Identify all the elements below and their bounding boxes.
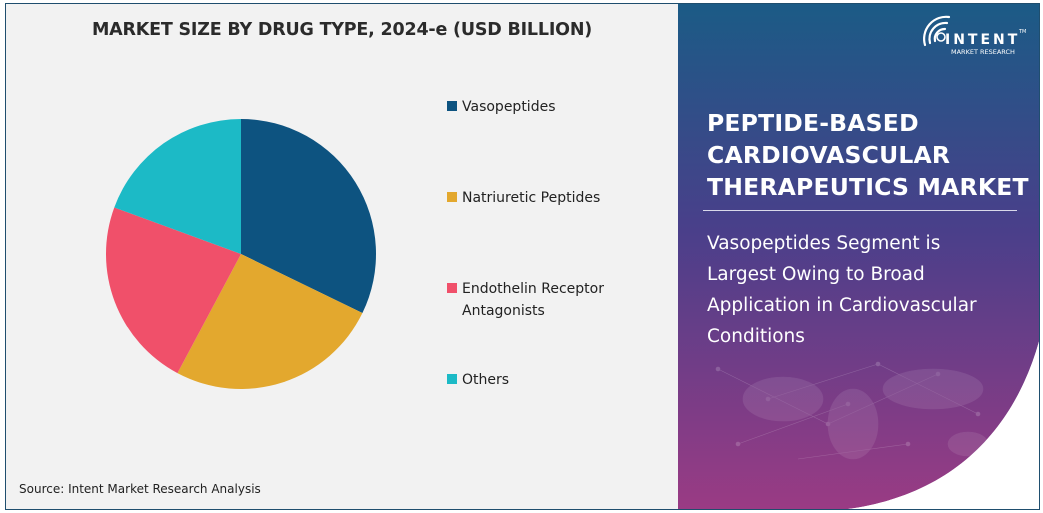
legend-swatch (447, 192, 457, 202)
legend-label-line1: Endothelin Receptor (462, 281, 604, 297)
legend-swatch (447, 283, 457, 293)
chart-panel: MARKET SIZE BY DRUG TYPE, 2024-e (USD BI… (6, 4, 678, 509)
insight-line: Vasopeptides Segment is (707, 233, 941, 254)
legend-item-natriuretic-peptides: Natriuretic Peptides (447, 187, 647, 209)
legend-label: Natriuretic Peptides (462, 190, 601, 206)
chart-title: MARKET SIZE BY DRUG TYPE, 2024-e (USD BI… (91, 20, 593, 40)
pie-slice-vasopeptides (241, 119, 376, 314)
legend-swatch (447, 101, 457, 111)
legend-label: Endothelin Receptor Antagonists (462, 278, 604, 322)
infographic-frame: MARKET SIZE BY DRUG TYPE, 2024-e (USD BI… (5, 3, 1040, 510)
legend-item-others: Others (447, 369, 647, 391)
pie-slice-others (114, 119, 241, 254)
insight-line: Application in Cardiovascular (707, 295, 977, 316)
logo-subtext: MARKET RESEARCH (951, 48, 1015, 56)
legend-label: Vasopeptides (462, 99, 556, 115)
insight-line: Largest Owing to Broad (707, 264, 925, 285)
wifi-signal-logo-icon: INTENT TM MARKET RESEARCH (923, 15, 1026, 56)
summary-panel (678, 4, 1039, 509)
pie-slice-endothelin-receptor-antagonists (106, 207, 242, 374)
legend-label: Others (462, 372, 510, 388)
market-headline: PEPTIDE-BASED CARDIOVASCULAR THERAPEUTIC… (707, 107, 1029, 203)
headline-divider (703, 210, 1017, 211)
insight-line: Conditions (707, 326, 805, 347)
legend-swatch (447, 374, 457, 384)
headline-line: THERAPEUTICS MARKET (707, 173, 1029, 201)
headline-line: PEPTIDE-BASED (707, 109, 919, 137)
pie-chart (106, 119, 376, 389)
headline-line: CARDIOVASCULAR (707, 141, 951, 169)
source-note: Source: Intent Market Research Analysis (19, 482, 261, 496)
segment-insight: Vasopeptides Segment is Largest Owing to… (707, 228, 1027, 352)
pie-slice-natriuretic-peptides (177, 254, 363, 389)
legend-item-vasopeptides: Vasopeptides (447, 96, 647, 118)
intent-logo: INTENT TM MARKET RESEARCH (921, 11, 1031, 65)
panel-background (678, 4, 1039, 509)
legend-label-line2: Antagonists (462, 303, 545, 319)
legend-item-endothelin-receptor-antagonists: Endothelin Receptor Antagonists (447, 278, 647, 322)
world-map-network-decoration (715, 361, 989, 460)
logo-text: INTENT (945, 32, 1020, 48)
logo-tm: TM (1018, 29, 1026, 35)
